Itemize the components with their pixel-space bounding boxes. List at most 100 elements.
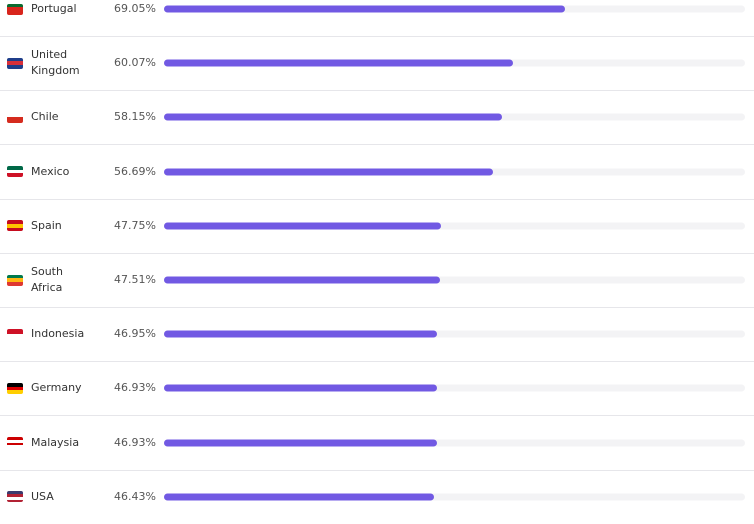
- value-label: 56.69%: [114, 164, 156, 178]
- flag-stripe: [7, 382, 23, 387]
- flag-stripe: [7, 173, 23, 178]
- flag-icon: [7, 274, 23, 286]
- bar: [164, 5, 566, 13]
- row-separator: [0, 199, 754, 200]
- flag-stripe: [7, 7, 23, 11]
- country-name: Portugal: [31, 2, 77, 15]
- flag-stripe: [7, 274, 23, 279]
- bar-track: [164, 168, 745, 176]
- flag-stripe: [7, 499, 23, 503]
- country-row: Portugal 69.05%: [0, 0, 754, 36]
- bar: [164, 276, 441, 284]
- flag-icon: [7, 382, 23, 394]
- country-row: Germany 46.93%: [0, 361, 754, 415]
- flag-stripe: [7, 223, 23, 228]
- flag-icon: [7, 166, 23, 178]
- flag-stripe: [7, 442, 23, 446]
- country-row: South Africa 47.51%: [0, 253, 754, 307]
- country-row: Malaysia 46.93%: [0, 416, 754, 470]
- country-name: Malaysia: [31, 435, 80, 449]
- flag-stripe: [7, 496, 23, 500]
- bar: [164, 59, 513, 67]
- row-separator: [0, 361, 754, 362]
- bar-track: [164, 439, 745, 447]
- bar-track: [164, 276, 745, 284]
- flag-stripe: [7, 220, 23, 224]
- flag-stripe: [7, 390, 23, 394]
- row-separator: [0, 253, 754, 254]
- country-name: USA: [31, 489, 54, 503]
- flag-stripe: [7, 278, 23, 282]
- flag-stripe: [7, 117, 23, 123]
- flag-stripe: [7, 386, 23, 391]
- row-separator: [0, 415, 754, 416]
- country-row: United Kingdom 60.07%: [0, 36, 754, 90]
- page: Portugal 69.05% United Kingdom 60.07% Chile 5…: [0, 0, 754, 503]
- value-label: 60.07%: [114, 56, 156, 70]
- flag-icon: [7, 220, 23, 232]
- row-separator: [0, 36, 754, 37]
- flag-stripe: [7, 111, 23, 118]
- bar-track: [164, 493, 745, 501]
- bar: [164, 113, 502, 121]
- flag-icon: [7, 3, 23, 15]
- flag-icon: [7, 111, 23, 123]
- bar-track: [164, 113, 745, 121]
- country-name: Germany: [31, 381, 82, 395]
- flag-stripe: [7, 65, 23, 69]
- flag-stripe: [7, 328, 23, 335]
- value-label: 46.43%: [114, 489, 156, 503]
- flag-stripe: [7, 334, 23, 340]
- bar-track: [164, 384, 745, 392]
- flag-stripe: [7, 445, 23, 449]
- bar: [164, 330, 437, 338]
- country-name: Spain: [31, 218, 62, 232]
- flag-stripe: [7, 281, 23, 286]
- flag-stripe: [7, 437, 23, 440]
- value-label: 46.93%: [114, 435, 156, 449]
- country-row: USA 46.43%: [0, 470, 754, 524]
- flag-stripe: [7, 439, 23, 443]
- country-row: Chile 58.15%: [0, 90, 754, 144]
- flag-icon: [7, 437, 23, 449]
- flag-stripe: [7, 61, 23, 66]
- country-name: Mexico: [31, 164, 70, 178]
- flag-stripe: [7, 57, 23, 62]
- flag-stripe: [7, 10, 23, 15]
- bar-track: [164, 5, 745, 13]
- flag-stripe: [7, 491, 23, 495]
- bar-track: [164, 330, 745, 338]
- flag-stripe: [7, 166, 23, 170]
- flag-icon: [7, 491, 23, 503]
- bar: [164, 384, 437, 392]
- flag-icon: [7, 57, 23, 69]
- bar: [164, 168, 494, 176]
- flag-stripe: [7, 227, 23, 232]
- country-row: Mexico 56.69%: [0, 145, 754, 199]
- country-row: Spain 47.75%: [0, 199, 754, 253]
- bar: [164, 439, 437, 447]
- bar: [164, 222, 442, 230]
- row-separator: [0, 144, 754, 145]
- value-label: 46.95%: [114, 327, 156, 341]
- bar-track: [164, 222, 745, 230]
- value-label: 47.75%: [114, 218, 156, 232]
- value-label: 46.93%: [114, 381, 156, 395]
- country-row: Indonesia 46.95%: [0, 307, 754, 361]
- value-label: 47.51%: [114, 273, 156, 286]
- country-name: United Kingdom: [31, 48, 80, 78]
- flag-stripe: [7, 3, 23, 8]
- flag-icon: [7, 328, 23, 340]
- value-label: 69.05%: [114, 2, 156, 15]
- flag-stripe: [7, 169, 23, 174]
- value-label: 58.15%: [114, 110, 156, 124]
- flag-stripe: [7, 494, 23, 497]
- bar-track: [164, 59, 745, 67]
- row-separator: [0, 90, 754, 91]
- row-separator: [0, 307, 754, 308]
- country-name: South Africa: [31, 265, 63, 294]
- country-name: Indonesia: [31, 327, 85, 341]
- country-name: Chile: [31, 110, 59, 124]
- row-separator: [0, 470, 754, 471]
- bar: [164, 493, 434, 501]
